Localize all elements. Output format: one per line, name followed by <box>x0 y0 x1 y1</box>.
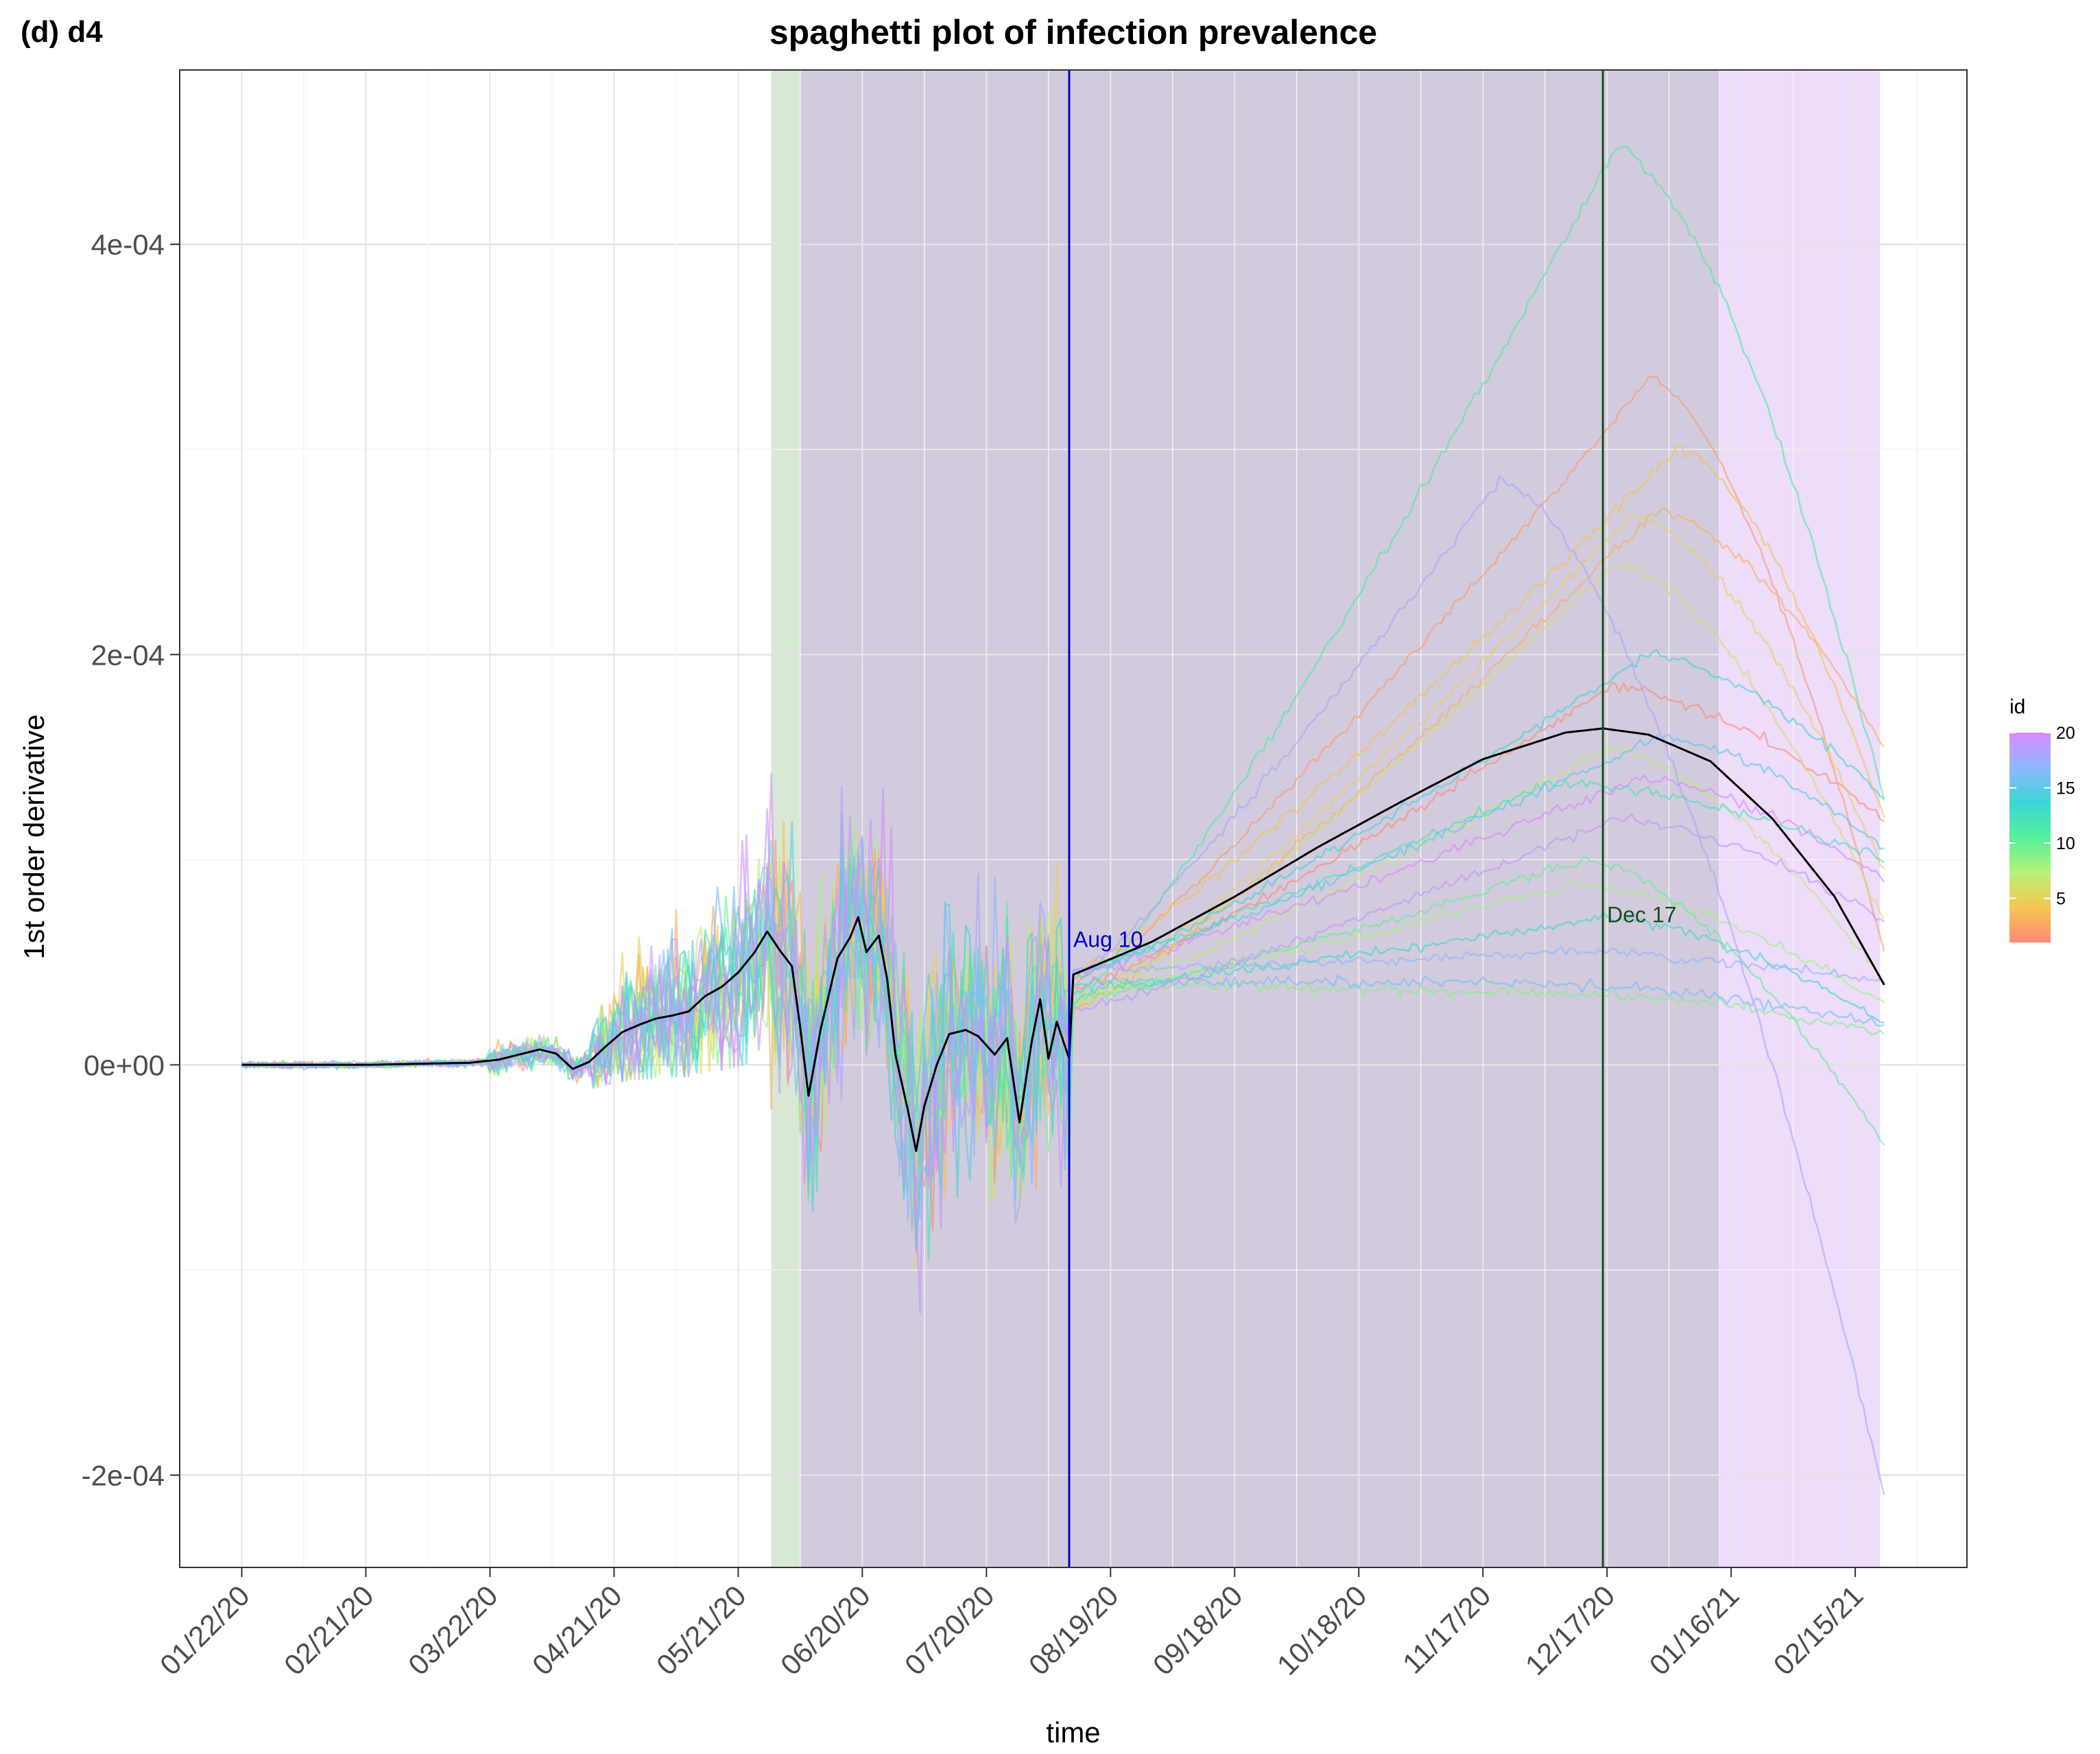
x-tick-label: 08/19/20 <box>1023 1579 1125 1681</box>
x-tick-label: 04/21/20 <box>526 1579 628 1681</box>
x-tick-label: 07/20/20 <box>898 1579 1001 1681</box>
series-line-20 <box>241 772 1885 1190</box>
x-tick-label: 12/17/20 <box>1519 1579 1621 1681</box>
mean-curve <box>241 727 1885 1152</box>
x-tick-label: 10/18/20 <box>1271 1579 1373 1681</box>
series-line-19 <box>241 786 1885 1314</box>
panel-tag: (d) d4 <box>21 15 103 49</box>
y-tick-label: 4e-04 <box>91 228 165 261</box>
plot-background <box>180 70 1967 1567</box>
legend-label: 5 <box>2056 890 2066 909</box>
x-tick-label: 02/21/20 <box>278 1579 380 1681</box>
y-tick-label: -2e-04 <box>82 1459 165 1491</box>
x-tick-label: 09/18/20 <box>1147 1579 1249 1681</box>
x-tick-label: 06/20/20 <box>774 1579 876 1681</box>
x-tick-label: 11/17/20 <box>1396 1579 1497 1680</box>
vline-label: Aug 10 <box>1073 927 1143 951</box>
shaded-region <box>771 70 800 1567</box>
vline-label: Dec 17 <box>1607 903 1676 927</box>
chart-title: spaghetti plot of infection prevalence <box>769 13 1377 51</box>
gridlines <box>179 70 1967 1567</box>
x-tick-label: 02/15/21 <box>1767 1579 1870 1681</box>
legend-colorbar <box>2009 733 2051 943</box>
legend-label: 20 <box>2056 724 2075 743</box>
y-tick-label: 0e+00 <box>84 1049 165 1081</box>
x-tick-label: 05/21/20 <box>650 1579 752 1681</box>
plot-border <box>179 69 1968 1568</box>
legend: id 20 15 10 5 <box>2009 696 2075 943</box>
series-line-18 <box>241 474 1885 1495</box>
x-tick-label: 01/16/21 <box>1643 1579 1745 1681</box>
mean-line <box>241 727 1885 1152</box>
x-tick-label: 01/22/20 <box>154 1579 256 1681</box>
y-axis-title: 1st order derivative <box>18 714 50 959</box>
legend-title: id <box>2009 696 2025 718</box>
x-axis-title: time <box>1046 1716 1100 1749</box>
y-axis: 4e-04 2e-04 0e+00 -2e-04 <box>82 228 180 1491</box>
shaded-region <box>1719 70 1881 1567</box>
x-axis: 01/22/20 02/21/20 03/22/20 04/21/20 05/21/20… <box>154 1567 1869 1681</box>
legend-label: 10 <box>2056 834 2075 853</box>
reference-lines: Aug 10 Dec 17 <box>1068 70 1677 1567</box>
x-tick-label: 03/22/20 <box>402 1579 504 1681</box>
legend-label: 15 <box>2056 779 2075 798</box>
y-tick-label: 2e-04 <box>91 639 165 671</box>
